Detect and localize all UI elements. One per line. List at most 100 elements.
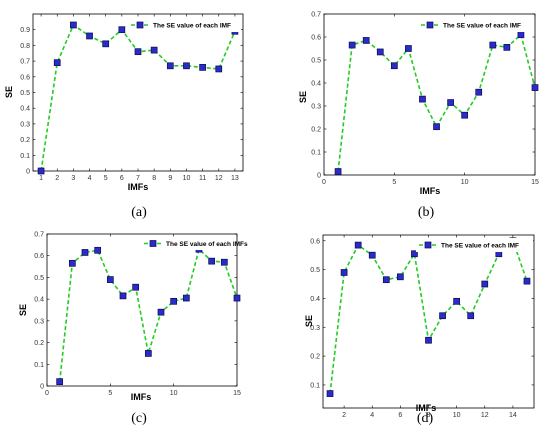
chart-panel-3: 0 5 10 15 0 0.1 0.2 0.3 0.4 0.5 0.6 0.7 IMFs SE The SE… (18, 232, 248, 427)
plot-frame (322, 234, 535, 409)
y-tick-label: 0.4 (20, 106, 30, 113)
y-tick-label: 0.2 (20, 137, 30, 144)
x-tick-label: 10 (183, 175, 191, 182)
data-point-marker (81, 249, 89, 256)
data-point-marker (419, 95, 426, 103)
data-point-marker (523, 277, 531, 285)
data-point-marker (475, 88, 483, 96)
data-point-marker (170, 297, 178, 305)
legend-marker-swatch (136, 21, 144, 29)
x-tick-label: 15 (531, 179, 539, 186)
data-point-marker (340, 269, 348, 276)
data-point-marker (439, 312, 446, 320)
y-tick-label: 0.1 (20, 153, 30, 160)
legend: The SE value of each IMF (418, 18, 534, 32)
data-point-marker (166, 62, 174, 70)
series-line (58, 247, 238, 382)
data-point-marker (119, 292, 127, 300)
legend-box (416, 238, 533, 252)
y-axis-label: SE (4, 86, 14, 98)
x-tick-label: 9 (168, 175, 172, 182)
y-tick-label: 0.1 (310, 382, 320, 389)
y-tick-label: 0.7 (20, 59, 30, 66)
y-tick-label: 0.4 (311, 81, 321, 88)
data-point-marker (86, 32, 93, 40)
legend-marker-swatch (149, 240, 157, 247)
legend-marker-swatch (424, 241, 432, 249)
y-tick-label: 0.3 (34, 318, 44, 325)
data-point-marker (362, 37, 370, 44)
data-point-marker (376, 48, 384, 56)
data-point-marker (481, 280, 489, 288)
data-point-marker (354, 241, 362, 249)
data-point-marker (467, 312, 475, 320)
plot-frame (323, 13, 536, 176)
x-axis-label: IMFs (131, 392, 152, 402)
y-tick-label: 0.5 (34, 275, 44, 282)
data-point-marker (447, 99, 454, 106)
x-tick-label: 10 (453, 412, 461, 419)
data-point-marker (68, 259, 76, 267)
y-tick-label: 0 (317, 173, 321, 180)
data-point-marker (56, 378, 64, 386)
y-tick-label: 0.8 (20, 43, 30, 50)
plot-frame (46, 233, 238, 387)
x-tick-label: 10 (170, 390, 178, 397)
chart-panel-1: 1 2 3 4 5 6 7 8 9 10 11 12 1300.10.20.30.40.50.60.70… (4, 13, 244, 220)
x-tick-label: 5 (108, 390, 112, 397)
x-tick-label: 2 (55, 175, 59, 182)
data-point-marker (405, 45, 412, 52)
data-point-marker (134, 48, 142, 56)
data-point-marker (411, 250, 418, 258)
data-point-marker (489, 41, 497, 49)
data-point-marker (517, 31, 525, 39)
data-point-marker (348, 41, 356, 49)
panel-caption: (c) (131, 411, 147, 426)
data-point-marker (150, 46, 158, 54)
legend: The SE value of each IMF (416, 238, 533, 252)
x-tick-label: 3 (71, 175, 75, 182)
data-point-marker (433, 123, 440, 131)
data-point-marker (397, 273, 404, 281)
data-point-marker (183, 62, 190, 70)
y-axis-label: SE (298, 91, 308, 103)
data-point-marker (37, 167, 45, 175)
x-tick-label: 6 (120, 175, 124, 182)
plot-frame (32, 13, 244, 172)
x-tick-label: 1 (39, 175, 43, 182)
y-axis-label: SE (18, 304, 28, 316)
x-tick-label: 6 (398, 412, 402, 419)
y-axis-label: SE (304, 315, 314, 327)
y-tick-label: 0.9 (20, 27, 30, 34)
data-point-marker (208, 257, 216, 265)
panel-caption: (b) (418, 205, 435, 220)
legend-box (128, 18, 241, 32)
legend-label: The SE value of each IMFs (166, 241, 248, 248)
data-point-marker (334, 168, 342, 175)
x-tick-label: 8 (152, 175, 156, 182)
chart-panel-4: 2 4 6 8 10 12 14 0.1 0.2 0.3 0.4 0.5 0.6 IMFs SE The SE… (304, 234, 535, 426)
data-point-marker (53, 59, 61, 67)
x-tick-label: 10 (461, 179, 469, 186)
x-tick-label: 4 (88, 175, 92, 182)
y-tick-label: 0.7 (34, 232, 44, 239)
x-tick-label: 12 (215, 175, 223, 182)
data-point-marker (382, 276, 390, 284)
y-tick-label: 0.6 (34, 253, 44, 260)
data-point-marker (94, 246, 102, 254)
data-point-marker (199, 64, 206, 71)
y-tick-label: 0 (40, 384, 44, 391)
y-tick-label: 0.4 (34, 297, 44, 304)
y-tick-label: 0.3 (311, 104, 321, 111)
y-tick-label: 0.6 (20, 74, 30, 81)
legend: The SE value of each IMFs (141, 237, 248, 250)
legend-box (141, 237, 236, 250)
legend-marker-swatch (426, 21, 434, 29)
x-tick-label: 15 (233, 390, 241, 397)
data-point-marker (132, 283, 140, 291)
data-point-marker (157, 308, 165, 316)
y-tick-label: 0.1 (34, 362, 44, 369)
data-point-marker (531, 84, 539, 91)
y-tick-label: 0.4 (310, 296, 320, 303)
x-tick-label: 5 (392, 179, 396, 186)
